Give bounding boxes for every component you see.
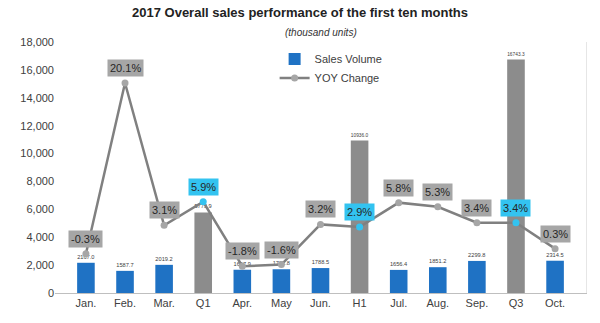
- svg-text:3.4%: 3.4%: [464, 202, 489, 214]
- svg-text:(thousand units): (thousand units): [285, 27, 357, 38]
- svg-text:2.9%: 2.9%: [347, 206, 372, 218]
- svg-text:Jun.: Jun.: [310, 297, 331, 309]
- svg-text:5773.9: 5773.9: [194, 203, 211, 209]
- svg-text:2167.0: 2167.0: [77, 254, 94, 260]
- svg-text:1667.9: 1667.9: [234, 261, 251, 267]
- svg-text:16,000: 16,000: [20, 64, 54, 76]
- svg-text:20.1%: 20.1%: [110, 62, 141, 74]
- svg-text:0: 0: [48, 287, 54, 299]
- svg-text:YOY Change: YOY Change: [315, 72, 380, 84]
- svg-text:2019.2: 2019.2: [155, 256, 172, 262]
- svg-text:12,000: 12,000: [20, 120, 54, 132]
- svg-text:8,000: 8,000: [26, 175, 54, 187]
- svg-text:3.4%: 3.4%: [503, 202, 528, 214]
- svg-text:2299.8: 2299.8: [468, 252, 485, 258]
- svg-text:14,000: 14,000: [20, 92, 54, 104]
- svg-text:3.1%: 3.1%: [152, 204, 177, 216]
- svg-text:-1.6%: -1.6%: [267, 244, 296, 256]
- svg-text:Oct.: Oct.: [545, 297, 565, 309]
- svg-text:5.8%: 5.8%: [386, 182, 411, 194]
- svg-text:10936.0: 10936.0: [351, 133, 369, 138]
- svg-text:2314.5: 2314.5: [546, 252, 563, 258]
- svg-text:Feb.: Feb.: [114, 297, 136, 309]
- svg-text:Sep.: Sep.: [466, 297, 489, 309]
- svg-text:Q1: Q1: [196, 297, 211, 309]
- svg-text:H1: H1: [353, 297, 367, 309]
- svg-text:Mar.: Mar.: [153, 297, 174, 309]
- svg-text:1656.4: 1656.4: [390, 261, 407, 267]
- svg-text:May: May: [271, 297, 292, 309]
- svg-text:4,000: 4,000: [26, 231, 54, 243]
- svg-text:5.3%: 5.3%: [425, 186, 450, 198]
- svg-text:Q3: Q3: [509, 297, 524, 309]
- svg-text:16743.3: 16743.3: [507, 52, 525, 57]
- svg-text:1788.5: 1788.5: [312, 259, 329, 265]
- svg-text:2,000: 2,000: [26, 259, 54, 271]
- svg-text:0.3%: 0.3%: [543, 228, 568, 240]
- svg-text:Jul.: Jul.: [390, 297, 407, 309]
- svg-text:18,000: 18,000: [20, 36, 54, 48]
- svg-text:Apr.: Apr.: [233, 297, 253, 309]
- svg-text:-1.8%: -1.8%: [228, 245, 257, 257]
- svg-text:10,000: 10,000: [20, 147, 54, 159]
- svg-text:Jan.: Jan.: [76, 297, 97, 309]
- svg-text:Sales Volume: Sales Volume: [315, 53, 382, 65]
- svg-text:Aug.: Aug.: [426, 297, 449, 309]
- svg-text:1587.7: 1587.7: [116, 262, 133, 268]
- svg-text:1702.8: 1702.8: [273, 260, 290, 266]
- svg-text:6,000: 6,000: [26, 203, 54, 215]
- svg-text:1851.2: 1851.2: [429, 258, 446, 264]
- svg-text:2017 Overall sales performance: 2017 Overall sales performance of the fi…: [132, 5, 468, 20]
- svg-text:5.9%: 5.9%: [191, 181, 216, 193]
- svg-text:3.2%: 3.2%: [308, 203, 333, 215]
- svg-text:-0.3%: -0.3%: [71, 233, 100, 245]
